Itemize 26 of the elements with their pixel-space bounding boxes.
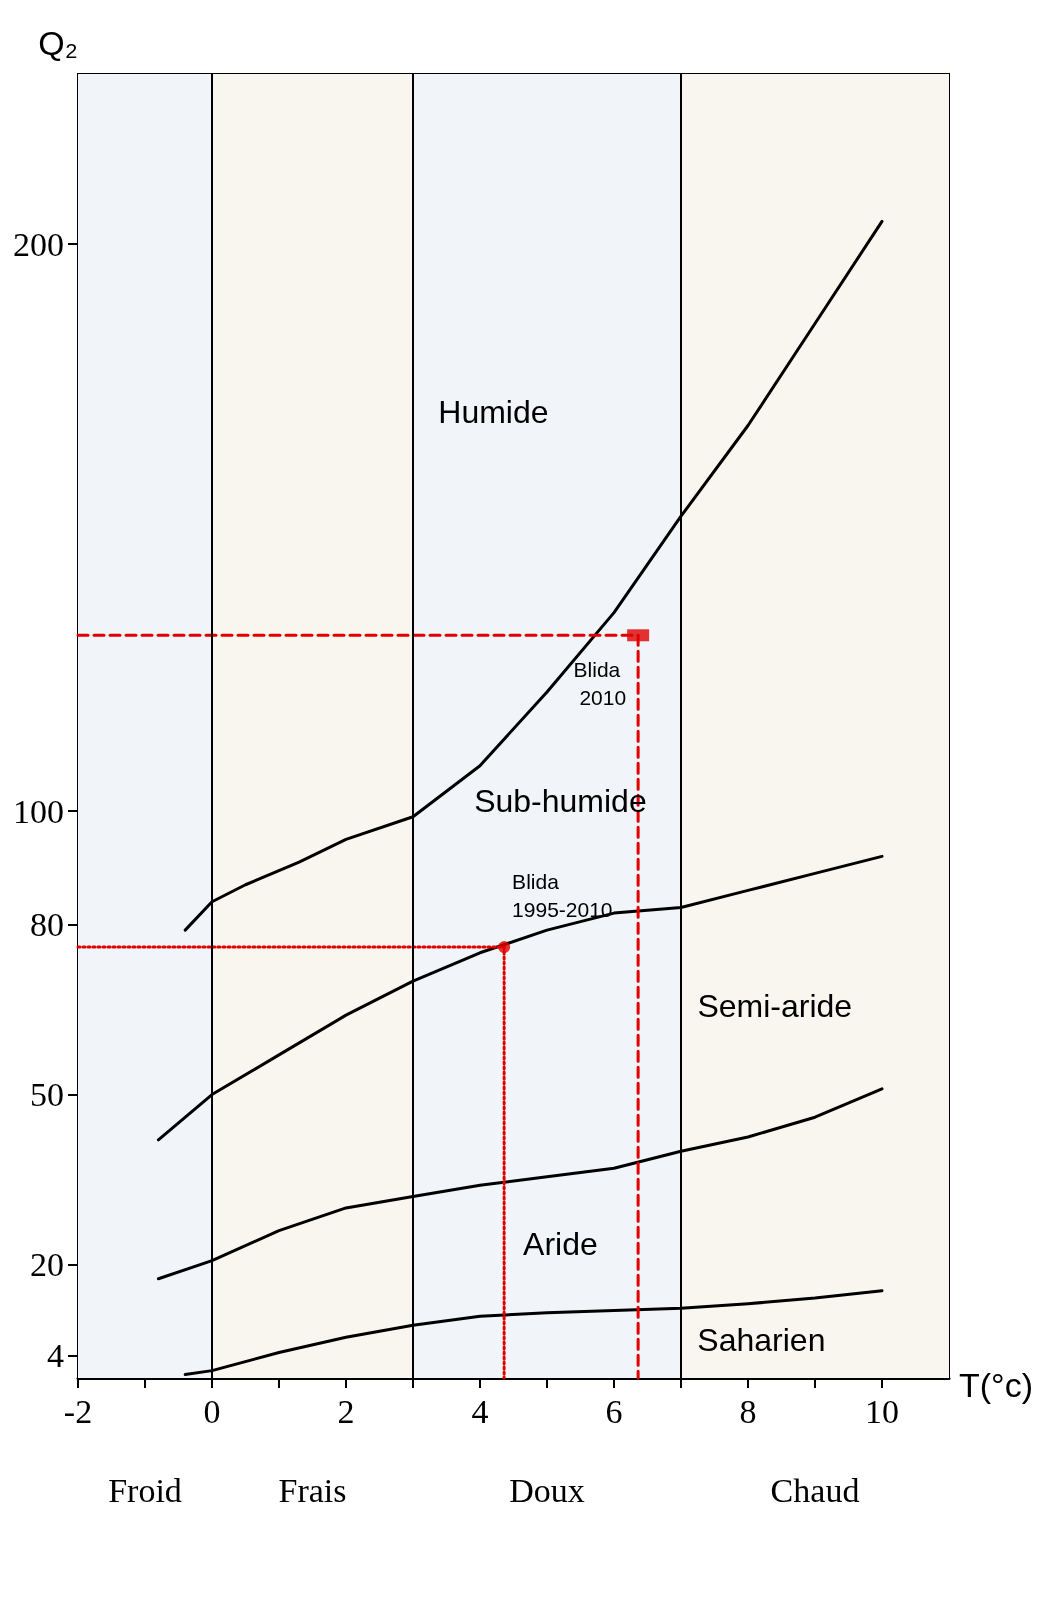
annotation: Blida 2010: [573, 657, 627, 709]
band-label: Froid: [108, 1471, 182, 1509]
x-tick-label: 4: [471, 1392, 489, 1430]
band-label: Frais: [278, 1471, 347, 1509]
x-axis-title: T(°c): [959, 1366, 1034, 1404]
band-label: Doux: [509, 1471, 585, 1509]
x-tick-label: -2: [63, 1392, 93, 1430]
y-tick-label: 50: [30, 1076, 64, 1114]
y-tick-label: 20: [30, 1246, 64, 1284]
x-tick-label: 6: [605, 1392, 623, 1430]
x-tick-label: 8: [739, 1392, 757, 1430]
y-axis-title: Q₂: [38, 24, 78, 62]
y-tick-label: 200: [13, 225, 64, 263]
x-tick-label: 10: [865, 1392, 899, 1430]
x-tick-label: 2: [337, 1392, 355, 1430]
annotation: Semi-aride: [697, 988, 853, 1025]
band-label: Chaud: [770, 1471, 860, 1509]
y-tick-label: 80: [30, 905, 64, 943]
annotation: Aride: [523, 1225, 598, 1262]
annotation: Saharien: [697, 1322, 826, 1359]
y-tick-label: 100: [13, 792, 64, 830]
annotation: Blida 1995-2010: [512, 869, 613, 921]
annotation: Humide: [438, 394, 549, 431]
y-tick-label: 4: [47, 1336, 64, 1374]
x-tick-label: 0: [203, 1392, 221, 1430]
annotation: Sub-humide: [474, 783, 647, 820]
